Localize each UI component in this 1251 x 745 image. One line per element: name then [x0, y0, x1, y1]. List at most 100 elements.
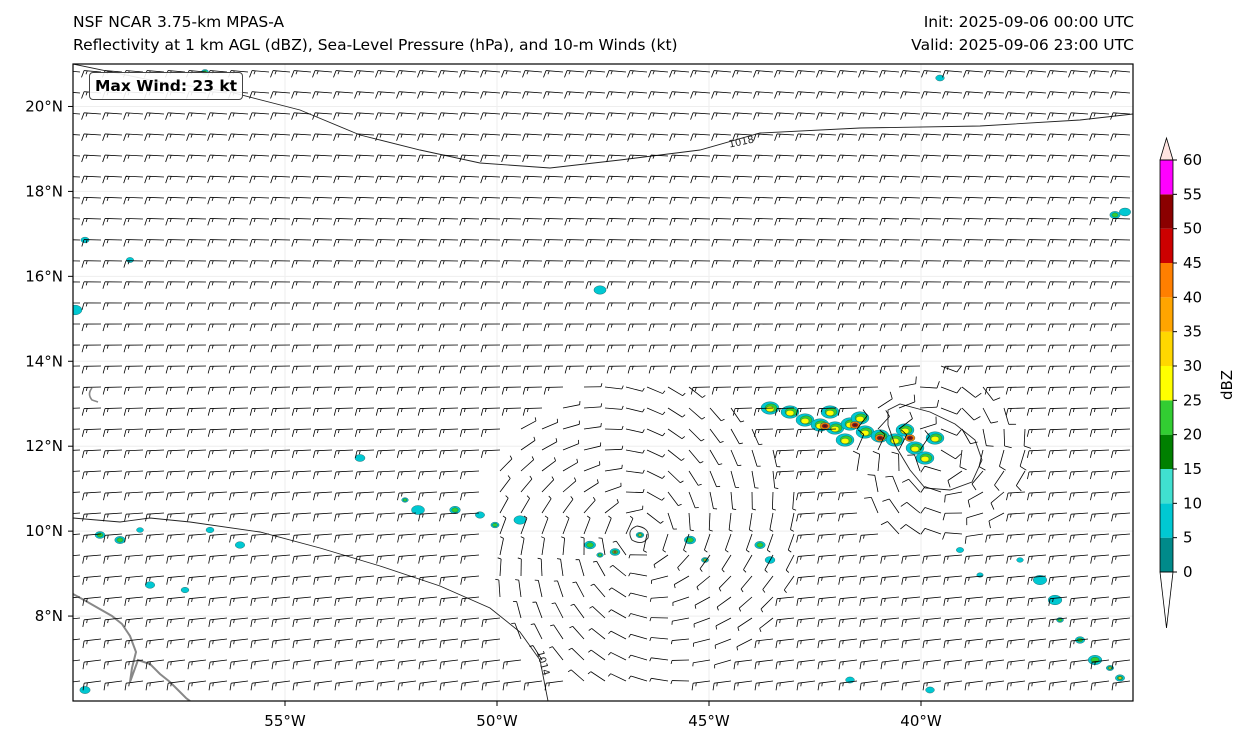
wind-barb — [165, 196, 186, 205]
wind-barb — [921, 323, 942, 332]
wind-barb — [186, 133, 207, 141]
wind-barb — [837, 260, 858, 268]
wind-barb — [144, 386, 165, 395]
wind-barb — [730, 449, 742, 467]
wind-barb — [711, 323, 732, 332]
wind-barb — [313, 680, 333, 691]
wind-barb — [963, 91, 984, 99]
wind-barb — [795, 449, 816, 458]
wind-barb — [439, 491, 459, 501]
wind-barb — [270, 428, 291, 437]
wind-barb — [901, 638, 921, 649]
wind-barb — [921, 281, 942, 289]
wind-barb — [592, 560, 606, 577]
wind-barb — [919, 430, 930, 451]
wind-barb — [984, 302, 1005, 311]
wind-barb — [396, 260, 417, 268]
wind-barb — [564, 302, 585, 311]
wind-barb — [1047, 407, 1068, 416]
colorbar-tick-label: 0 — [1183, 563, 1193, 581]
wind-barb — [543, 239, 564, 247]
wind-barb — [564, 239, 585, 247]
wind-barb — [354, 218, 375, 226]
wind-barb — [608, 587, 627, 598]
wind-barb — [102, 154, 123, 163]
reflectivity-cell — [638, 533, 642, 537]
wind-barb — [355, 659, 375, 670]
wind-barb — [1090, 512, 1110, 522]
wind-barb — [418, 575, 438, 585]
wind-barb — [207, 281, 228, 289]
reflectivity-cell — [1111, 212, 1119, 218]
reflectivity-cell — [855, 416, 865, 423]
wind-barb — [940, 365, 962, 373]
wind-barb — [648, 365, 669, 374]
wind-barb — [375, 112, 396, 120]
reflectivity-cell — [925, 686, 935, 694]
wind-barb — [963, 365, 984, 374]
wind-barb — [438, 428, 459, 437]
wind-barb — [501, 260, 522, 268]
wind-barb — [543, 133, 564, 141]
wind-barb — [838, 680, 858, 691]
wind-barb — [439, 659, 459, 670]
wind-barb — [1090, 680, 1110, 691]
wind-barb — [959, 449, 967, 471]
wind-barb — [585, 175, 606, 184]
wind-barb — [396, 302, 417, 311]
wind-barb — [704, 533, 711, 553]
wind-barb — [774, 449, 795, 458]
wind-barb — [796, 470, 816, 480]
wind-barb — [985, 575, 1005, 585]
wind-barb — [775, 617, 795, 628]
wind-barb — [732, 218, 753, 226]
wind-barb — [145, 470, 165, 480]
wind-barb — [541, 438, 558, 451]
wind-barb — [522, 133, 543, 141]
wind-barb — [858, 239, 879, 247]
wind-barb — [228, 302, 249, 311]
wind-barb — [249, 386, 270, 395]
wind-barb — [920, 486, 942, 493]
wind-barb — [102, 260, 123, 268]
wind-barb — [688, 512, 694, 532]
wind-barb — [1005, 175, 1026, 184]
wind-barb — [1047, 386, 1068, 395]
wind-barb — [966, 512, 984, 526]
wind-barb — [1110, 449, 1131, 458]
wind-barb — [606, 281, 627, 289]
wind-barb — [1006, 491, 1026, 501]
wind-barb — [795, 344, 816, 353]
wind-barb — [376, 596, 396, 606]
wind-barb — [564, 91, 585, 99]
wind-barb — [376, 533, 396, 543]
wind-barb — [816, 70, 837, 78]
wind-barb — [585, 112, 606, 120]
colorbar-tick-label: 25 — [1183, 391, 1202, 409]
wind-barb — [580, 536, 585, 556]
coastline-island — [88, 387, 99, 403]
wind-barbs — [73, 70, 1131, 691]
wind-barb — [73, 386, 81, 388]
wind-barb — [1110, 344, 1131, 353]
wind-barb — [291, 239, 312, 247]
reflectivity-cell — [136, 527, 144, 533]
wind-barb — [103, 491, 123, 501]
wind-barb — [730, 470, 740, 488]
wind-barb — [858, 70, 879, 78]
wind-barb — [1068, 196, 1089, 205]
wind-barb — [292, 596, 312, 606]
wind-barb — [649, 596, 669, 602]
wind-barb — [627, 323, 648, 332]
wind-barb — [438, 260, 459, 268]
wind-barb — [1069, 470, 1089, 480]
wind-barb — [754, 638, 774, 649]
wind-barb — [774, 260, 795, 268]
wind-barb — [562, 439, 580, 451]
wind-barb — [730, 428, 743, 445]
wind-barb — [499, 475, 511, 493]
wind-barb — [1089, 154, 1110, 163]
wind-barb — [501, 386, 522, 395]
wind-barb — [943, 659, 963, 670]
wind-barb — [355, 554, 375, 564]
